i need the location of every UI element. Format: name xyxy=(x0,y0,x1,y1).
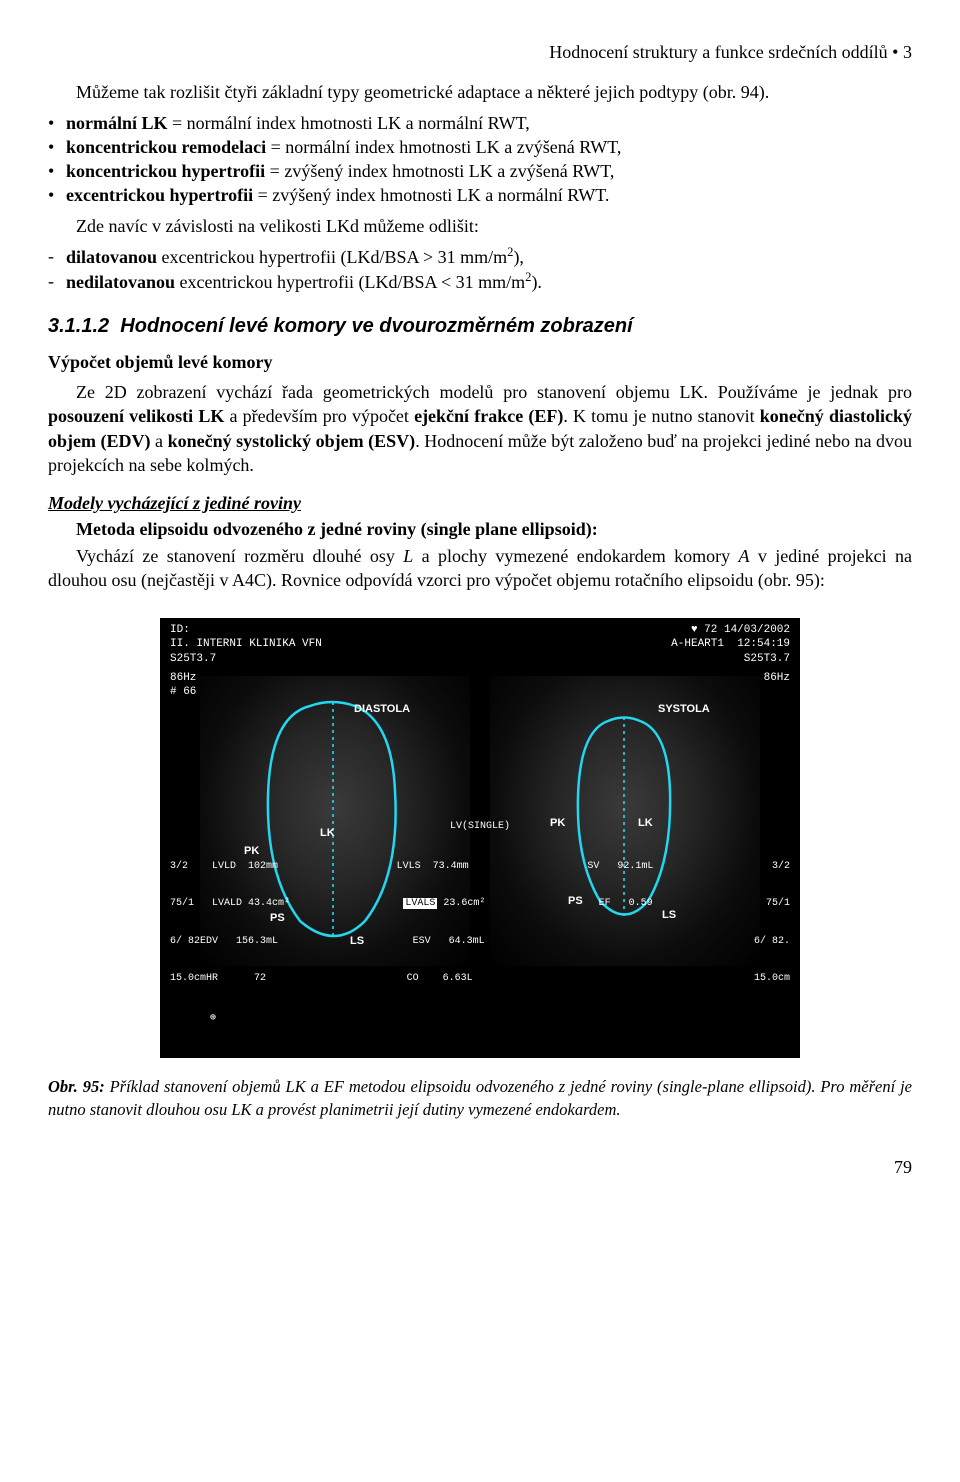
term: koncentrickou remodelaci xyxy=(66,137,266,157)
gain: # 66 xyxy=(170,686,196,698)
hz: 86Hz xyxy=(170,672,196,684)
definition: = normální index hmotnosti LK a zvýšená … xyxy=(266,137,621,157)
params-left: 86Hz # 66 xyxy=(170,672,196,698)
term: nedilatovanou xyxy=(66,272,175,292)
term: dilatovanou xyxy=(66,247,157,267)
hr-value: 72 xyxy=(704,624,717,636)
caption-text: Příklad stanovení objemů LK a EF metodou… xyxy=(48,1077,912,1118)
lead-bold: Výpočet objemů levé komory xyxy=(48,352,272,372)
cell: 75/1 LVALD 43.4cm² xyxy=(170,898,290,911)
cell-rest: 23.6cm² xyxy=(437,898,485,909)
cell: LVLS 73.4mm xyxy=(397,861,469,874)
cell-highlight: LVALS xyxy=(403,898,437,909)
meas-title: LV(SINGLE) xyxy=(170,821,790,834)
label-diastola: DIASTOLA xyxy=(354,702,410,717)
text: Ze 2D zobrazení vychází řada geometrický… xyxy=(76,382,912,402)
definition: = zvýšený index hmotnosti LK a normální … xyxy=(253,185,609,205)
emph: konečný systolický objem (ESV) xyxy=(168,431,416,451)
text: a plochy vymezené endokardem komory xyxy=(413,546,738,566)
subsection-lead: Výpočet objemů levé komory xyxy=(48,350,912,374)
text: ), xyxy=(513,247,524,267)
subsection-paragraph: Ze 2D zobrazení vychází řada geometrický… xyxy=(48,380,912,477)
preset: A-HEART1 xyxy=(671,638,724,650)
table-row: 15.0cmHR 72 CO 6.63L 15.0cm xyxy=(170,973,790,986)
models-heading: Modely vycházející z jediné roviny xyxy=(48,491,912,515)
ultrasound-measurements: LV(SINGLE) 3/2 LVLD 102mm LVLS 73.4mm SV… xyxy=(170,796,790,1050)
cursor-icon: ⊕ xyxy=(170,1013,790,1026)
probe-left: S25T3.7 xyxy=(170,652,216,667)
figure-caption: Obr. 95: Příklad stanovení objemů LK a E… xyxy=(48,1076,912,1121)
list-item: excentrickou hypertrofii = zvýšený index… xyxy=(48,183,912,207)
time: 12:54:19 xyxy=(737,638,790,650)
running-header: Hodnocení struktury a funkce srdečních o… xyxy=(48,40,912,64)
list-item: koncentrickou remodelaci = normální inde… xyxy=(48,135,912,159)
cell: 75/1 xyxy=(766,898,790,911)
heart-icon: ♥ xyxy=(691,624,698,636)
table-row: 75/1 LVALD 43.4cm² LVALS 23.6cm² EF 0.59… xyxy=(170,898,790,911)
section-title: Hodnocení levé komory ve dvourozměrném z… xyxy=(120,315,632,337)
cell: 3/2 LVLD 102mm xyxy=(170,861,278,874)
section-number: 3.1.1.2 xyxy=(48,315,109,337)
emph: posouzení velikosti LK xyxy=(48,406,224,426)
text: excentrickou hypertrofii (LKd/BSA < 31 m… xyxy=(175,272,525,292)
list-item: nedilatovanou excentrickou hypertrofii (… xyxy=(48,269,912,294)
ultrasound-topbar: ID: II. INTERNI KLINIKA VFN ♥ 72 14/03/2… xyxy=(170,624,790,650)
text: ). xyxy=(531,272,542,292)
text: Vychází ze stanovení rozměru dlouhé osy xyxy=(76,546,403,566)
method-paragraph: Vychází ze stanovení rozměru dlouhé osy … xyxy=(48,544,912,593)
term: excentrickou hypertrofii xyxy=(66,185,253,205)
probe-right: S25T3.7 xyxy=(744,652,790,667)
caption-label: Obr. 95: xyxy=(48,1077,105,1096)
table-row: 3/2 LVLD 102mm LVLS 73.4mm SV 92.1mL 3/2 xyxy=(170,861,790,874)
list-item: normální LK = normální index hmotnosti L… xyxy=(48,111,912,135)
id-label: ID: xyxy=(170,624,190,636)
definition: = normální index hmotnosti LK a normální… xyxy=(168,113,530,133)
intro-paragraph: Můžeme tak rozlišit čtyři základní typy … xyxy=(48,80,912,104)
text: . K tomu je nutno stanovit xyxy=(563,406,759,426)
cell: 6/ 82EDV 156.3mL xyxy=(170,936,278,949)
cell: SV 92.1mL xyxy=(587,861,653,874)
method-title: Metoda elipsoidu odvozeného z jedné rovi… xyxy=(48,517,912,541)
ultrasound-figure: ID: II. INTERNI KLINIKA VFN ♥ 72 14/03/2… xyxy=(160,618,800,1058)
emph: ejekční frakce (EF) xyxy=(414,406,563,426)
cell: ESV 64.3mL xyxy=(413,936,485,949)
cell: 15.0cmHR 72 xyxy=(170,973,266,986)
list-item: koncentrickou hypertrofii = zvýšený inde… xyxy=(48,159,912,183)
text: a xyxy=(151,431,168,451)
text: a především pro výpočet xyxy=(224,406,414,426)
adaptation-types-list: normální LK = normální index hmotnosti L… xyxy=(48,111,912,208)
cell: CO 6.63L xyxy=(407,973,473,986)
hz: 86Hz xyxy=(764,672,790,684)
term: koncentrickou hypertrofii xyxy=(66,161,265,181)
cell: 15.0cm xyxy=(754,973,790,986)
page-number: 79 xyxy=(48,1155,912,1179)
cell: 3/2 xyxy=(772,861,790,874)
params-right: 86Hz xyxy=(764,672,790,685)
ultrasound-probebar: S25T3.7 S25T3.7 xyxy=(170,652,790,667)
clinic-name: II. INTERNI KLINIKA VFN xyxy=(170,638,322,650)
section-heading: 3.1.1.2 Hodnocení levé komory ve dvouroz… xyxy=(48,313,912,340)
followup-paragraph: Zde navíc v závislosti na velikosti LKd … xyxy=(48,214,912,238)
date: 14/03/2002 xyxy=(724,624,790,636)
table-row: 6/ 82EDV 156.3mL ESV 64.3mL 6/ 82. xyxy=(170,936,790,949)
text: excentrickou hypertrofii (LKd/BSA > 31 m… xyxy=(157,247,507,267)
cell: EF 0.59 xyxy=(599,898,653,911)
definition: = zvýšený index hmotnosti LK a zvýšená R… xyxy=(265,161,614,181)
var-l: L xyxy=(403,546,413,566)
cell: LVALS 23.6cm² xyxy=(403,898,485,911)
var-a: A xyxy=(738,546,749,566)
subtypes-list: dilatovanou excentrickou hypertrofii (LK… xyxy=(48,244,912,295)
term: normální LK xyxy=(66,113,168,133)
cell: 6/ 82. xyxy=(754,936,790,949)
list-item: dilatovanou excentrickou hypertrofii (LK… xyxy=(48,244,912,269)
label-systola: SYSTOLA xyxy=(658,702,710,717)
